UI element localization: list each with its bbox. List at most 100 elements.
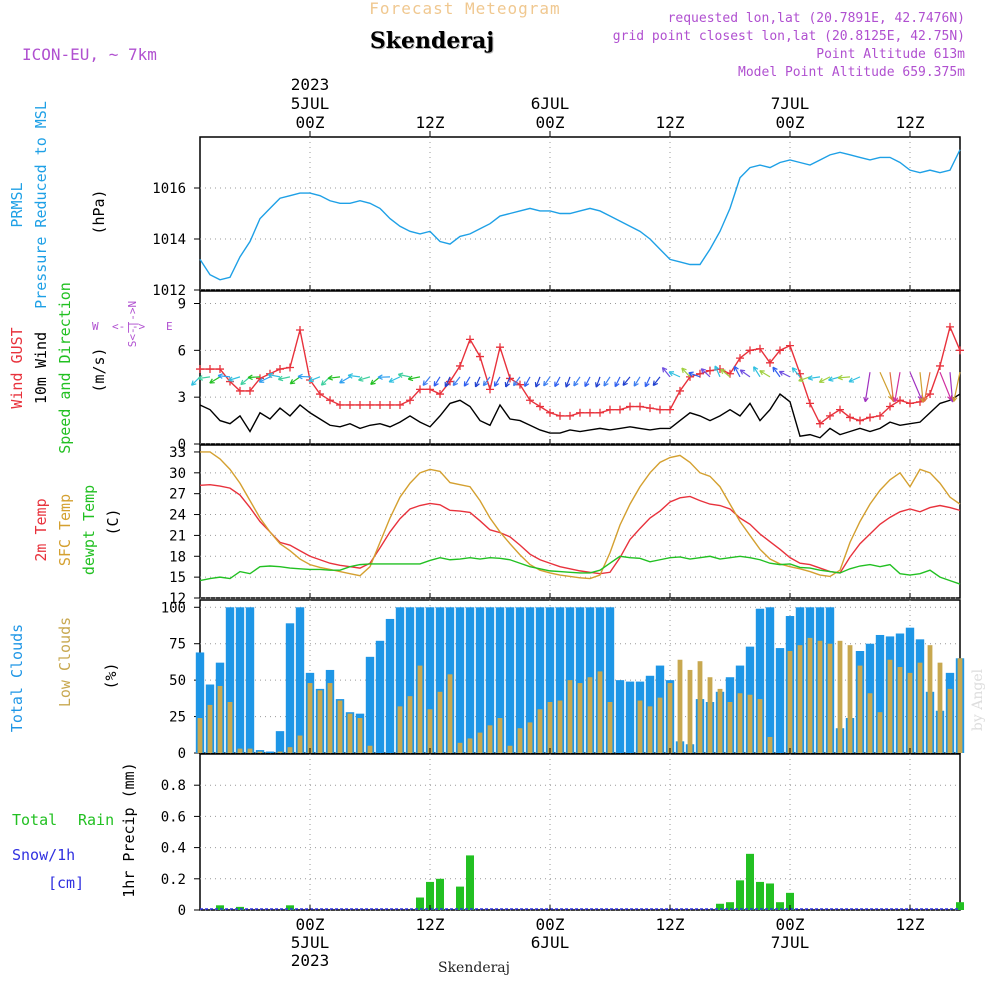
wind-arrow	[493, 376, 501, 387]
wind-arrow	[584, 376, 591, 388]
wind-arrow	[720, 368, 731, 378]
series-dewpt-temp	[199, 555, 961, 585]
bar-low-clouds	[817, 640, 823, 753]
bar-low-clouds	[737, 693, 743, 753]
wind-arrow	[818, 376, 831, 383]
y-tick-label: 0.2	[161, 872, 186, 888]
bar-low-clouds	[317, 690, 323, 753]
wind-arrow	[267, 372, 281, 379]
top-date-label: 5JUL	[291, 94, 330, 113]
y-tick-label: 50	[169, 673, 186, 689]
gust-marker	[936, 361, 944, 370]
bar-total-clouds	[555, 607, 565, 753]
gust-marker	[956, 346, 964, 355]
wind-arrow	[308, 376, 321, 383]
y-tick-label: 1016	[152, 181, 186, 197]
panel-frame	[199, 136, 961, 291]
gust-marker	[376, 400, 384, 409]
y-tick-label: 0	[178, 437, 186, 453]
bar-total-clouds	[245, 607, 255, 753]
bar-low-clouds	[687, 669, 693, 753]
y-tick-label: 1014	[152, 232, 186, 248]
gust-marker	[356, 400, 364, 409]
bar-low-clouds	[437, 691, 443, 753]
bar-low-clouds	[887, 659, 893, 753]
gust-marker	[576, 408, 584, 417]
wind-arrow	[397, 372, 411, 378]
wind-arrow	[700, 368, 711, 378]
point-altitude: Point Altitude 613m	[816, 47, 965, 62]
gust-marker	[286, 363, 294, 372]
bar-low-clouds	[247, 748, 253, 753]
wind-arrow	[444, 376, 451, 388]
gust-marker	[606, 405, 614, 414]
top-time-label: 12Z	[656, 113, 685, 132]
bar-total-clouds	[275, 731, 285, 753]
series-2m-temp	[199, 483, 961, 575]
y-tick-label: 18	[169, 549, 186, 565]
grid-point-coords: grid point closest lon,lat (20.8125E, 42…	[613, 29, 965, 44]
gust-marker	[656, 405, 664, 414]
gust-marker	[586, 408, 594, 417]
gust-marker	[476, 352, 484, 361]
gust-marker	[626, 402, 634, 411]
wind-direction-arrows	[190, 365, 961, 403]
top-date-label: 6JUL	[531, 94, 570, 113]
bar-low-clouds	[427, 709, 433, 753]
bar-low-clouds	[477, 732, 483, 753]
bar-low-clouds	[637, 700, 643, 753]
wind-arrow	[277, 375, 291, 382]
bar-low-clouds	[867, 693, 873, 753]
wind-arrow	[733, 365, 741, 378]
gust-label: Wind GUST	[8, 327, 26, 408]
bar-total-clouds	[265, 751, 275, 753]
bar-low-clouds	[407, 696, 413, 753]
gust-marker	[706, 366, 714, 375]
wind-arrow	[564, 376, 571, 388]
wind-arrow	[209, 376, 221, 384]
bar-low-clouds	[237, 748, 243, 753]
gust-marker	[526, 396, 534, 405]
wind-arrow	[951, 372, 961, 402]
bar-low-clouds	[767, 736, 773, 753]
bar-low-clouds	[197, 718, 203, 753]
bar-low-clouds	[447, 674, 453, 753]
bar-low-clouds	[707, 677, 713, 753]
wind-arrow	[339, 376, 351, 384]
bar-low-clouds	[717, 688, 723, 753]
gust-marker	[456, 361, 464, 370]
pressure-label-sub: Pressure Reduced to MSL	[32, 101, 50, 309]
gust-marker	[786, 341, 794, 350]
bar-low-clouds	[487, 725, 493, 753]
compass-arrows-v: S<-|->N	[126, 301, 139, 347]
gust-marker	[856, 416, 864, 425]
wind-arrow	[595, 376, 601, 388]
total-clouds-label: Total Clouds	[8, 624, 26, 732]
bar-low-clouds	[747, 694, 753, 753]
panel-temp: 12 15 18 21 24 27 30 33	[169, 444, 961, 607]
panel-labels: PRMSL Pressure Reduced to MSL (hPa) Wind GU…	[8, 101, 173, 898]
compass-w: W	[92, 320, 99, 333]
bar-rain	[786, 892, 794, 910]
wind-arrow	[798, 376, 811, 383]
wind-arrow	[407, 375, 421, 382]
rain-label: Rain	[78, 811, 114, 829]
bar-rain	[456, 886, 464, 910]
bar-total-clouds	[515, 607, 525, 753]
y-tick-label: 24	[169, 508, 186, 524]
model-altitude: Model Point Altitude 659.375m	[738, 65, 965, 80]
gust-marker	[946, 322, 954, 331]
bar-total-clouds	[195, 652, 205, 753]
top-time-label: 12Z	[416, 113, 445, 132]
bar-low-clouds	[517, 728, 523, 753]
y-tick-label: 3	[178, 390, 186, 406]
bottom-time-label: 00Z	[296, 915, 325, 934]
credit-watermark: by Angel	[970, 668, 986, 731]
wind-arrow	[892, 372, 901, 403]
bar-total-clouds	[525, 607, 535, 753]
y-tick-label: 1012	[152, 283, 186, 299]
y-tick-label: 9	[178, 296, 186, 312]
y-tick-label: 21	[169, 528, 186, 544]
